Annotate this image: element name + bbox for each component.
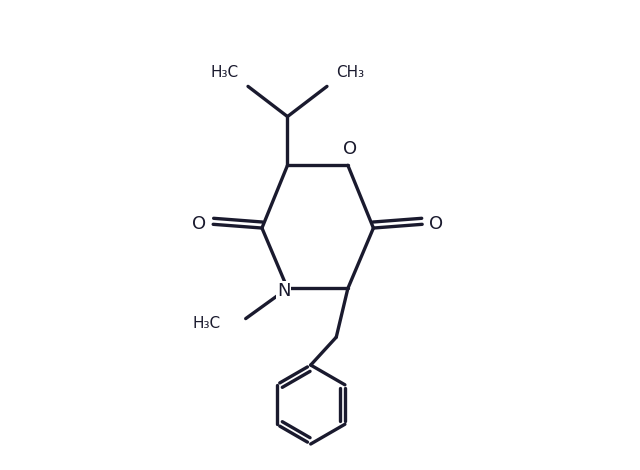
Text: H₃C: H₃C — [211, 65, 239, 80]
Text: N: N — [277, 282, 291, 300]
Text: O: O — [343, 140, 357, 158]
Text: O: O — [429, 215, 443, 233]
Text: H₃C: H₃C — [192, 316, 220, 331]
Text: CH₃: CH₃ — [336, 65, 364, 80]
Text: O: O — [192, 215, 206, 233]
